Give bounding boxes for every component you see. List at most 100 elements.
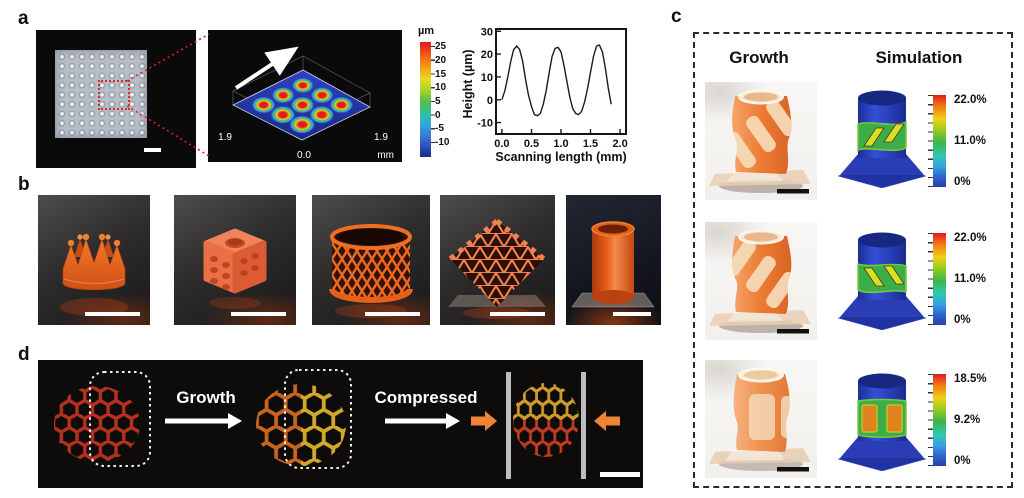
dice-icon xyxy=(203,228,267,309)
colorbar-min: 0% xyxy=(954,455,971,467)
colorbar-mid: 11.0% xyxy=(954,273,986,285)
x-tick: 0.5 xyxy=(524,138,539,150)
y-tick: 0 xyxy=(487,95,493,107)
colorbar-a-ticks xyxy=(431,46,435,146)
dice-photo xyxy=(174,195,296,325)
compress-force-left-icon xyxy=(594,411,620,431)
compressed-step-label: Compressed xyxy=(374,388,478,407)
compress-force-right-icon xyxy=(471,411,497,431)
compression-plate-left xyxy=(506,372,511,479)
dotted-region-1 xyxy=(89,371,151,467)
simulation-column-header: Simulation xyxy=(875,48,963,67)
crown-icon xyxy=(60,233,128,316)
panel-c-dashed-border xyxy=(693,32,1013,488)
growth-photo-row1 xyxy=(705,82,817,200)
growth-photo-row3 xyxy=(705,360,817,478)
colorbar-row3: 18.5% 9.2% 0% xyxy=(928,373,1011,470)
growth-column-header: Growth xyxy=(729,48,789,67)
scale-bar xyxy=(777,329,809,334)
simulation-row2 xyxy=(837,230,927,331)
mesh-cylinder-photo xyxy=(312,195,430,325)
profile-curve xyxy=(501,44,612,117)
panel-d-graphics xyxy=(54,369,640,479)
honeycomb-grown xyxy=(256,384,346,466)
roi-dotted-box xyxy=(98,80,130,110)
tube-photo xyxy=(566,195,661,325)
colorbar-gradient xyxy=(933,374,946,466)
panel-d-label: d xyxy=(18,344,30,365)
colorbar-a-tick: 0 xyxy=(435,110,441,121)
growth-patches xyxy=(749,394,790,440)
mesh-cylinder-icon xyxy=(329,224,413,318)
y-tick: -10 xyxy=(477,118,493,130)
y-tick: 10 xyxy=(481,72,493,84)
crown-photo xyxy=(38,195,150,325)
colorbar-a-tick: 5 xyxy=(435,96,441,107)
colorbar-min: 0% xyxy=(954,176,971,188)
sim-cylinder-3 xyxy=(837,373,927,472)
axis-right-label: 1.9 xyxy=(374,132,388,143)
lattice-cube-photo xyxy=(440,195,555,325)
colorbar-gradient xyxy=(933,233,946,325)
x-axis-title: Scanning length (mm) xyxy=(495,150,626,164)
panel-d-photo-strip xyxy=(38,360,643,488)
x-tick: 0.0 xyxy=(494,138,509,150)
colorbar-mid: 9.2% xyxy=(954,414,981,426)
strain-stripes xyxy=(863,265,905,287)
colorbar-a-title: µm xyxy=(417,25,435,37)
colorbar-row1: 22.0% 11.0% 0% xyxy=(928,94,1011,191)
x-tick: 2.0 xyxy=(612,138,627,150)
simulation-row1 xyxy=(837,88,927,189)
chart-ticks xyxy=(496,30,621,134)
dice-pips xyxy=(210,256,230,290)
strain-patches xyxy=(861,404,903,433)
scale-bar xyxy=(613,312,651,316)
tube-icon xyxy=(571,221,655,308)
growth-tube-2 xyxy=(709,229,811,334)
scan-direction-arrow xyxy=(234,46,299,90)
height-profile-svg: 30 20 10 0 -10 0.0 0.5 1.0 1.5 2.0 Scann… xyxy=(461,26,628,164)
growth-photo-row2 xyxy=(705,222,817,340)
surface-3d-plot: 1.9 1.9 0.0 mm xyxy=(208,30,402,162)
x-tick: 1.0 xyxy=(553,138,568,150)
colorbar-min: 0% xyxy=(954,314,971,326)
colorbar-max: 18.5% xyxy=(954,373,987,385)
colorbar-a-tick: 25 xyxy=(435,41,447,52)
x-tick: 1.5 xyxy=(583,138,598,150)
lattice-cube-icon xyxy=(448,219,546,319)
surface-bumps xyxy=(251,77,354,134)
colorbar-ticks xyxy=(928,233,933,325)
scale-bar xyxy=(777,467,809,472)
dotted-region-2 xyxy=(284,369,352,469)
colorbar-a xyxy=(420,42,431,157)
scale-bar xyxy=(490,312,545,316)
panel-a-label: a xyxy=(18,8,29,29)
compressed-arrow xyxy=(385,413,460,429)
colorbar-mid: 11.0% xyxy=(954,135,986,147)
scale-bar xyxy=(777,189,809,194)
colorbar-ticks xyxy=(928,95,933,187)
growth-arrow xyxy=(165,413,242,429)
height-profile-chart: 30 20 10 0 -10 0.0 0.5 1.0 1.5 2.0 Scann… xyxy=(458,12,658,167)
colorbar-max: 22.0% xyxy=(954,94,987,106)
axis-origin-label: 0.0 xyxy=(297,150,311,161)
surface-3d-svg: 1.9 1.9 0.0 mm xyxy=(218,46,394,161)
y-tick: 20 xyxy=(481,49,493,61)
colorbar-row2: 22.0% 11.0% 0% xyxy=(928,232,1011,329)
colorbar-max: 22.0% xyxy=(954,232,987,244)
colorbar-ticks xyxy=(928,374,933,466)
colorbar-a-tick: 10 xyxy=(435,82,447,93)
dice-pips-right xyxy=(240,253,259,276)
colorbar-a-tick: -5 xyxy=(435,123,444,134)
honeycomb-compressed xyxy=(513,383,579,457)
strain-stripes xyxy=(863,123,905,147)
scale-bar xyxy=(85,312,140,316)
micrograph-photo xyxy=(36,30,196,168)
simulation-row3 xyxy=(837,371,927,472)
growth-tube-1 xyxy=(709,89,811,194)
colorbar-a-tick: 20 xyxy=(435,55,447,66)
y-tick: 30 xyxy=(481,26,493,38)
axis-unit-label: mm xyxy=(377,150,394,161)
growth-step-label: Growth xyxy=(176,388,236,407)
